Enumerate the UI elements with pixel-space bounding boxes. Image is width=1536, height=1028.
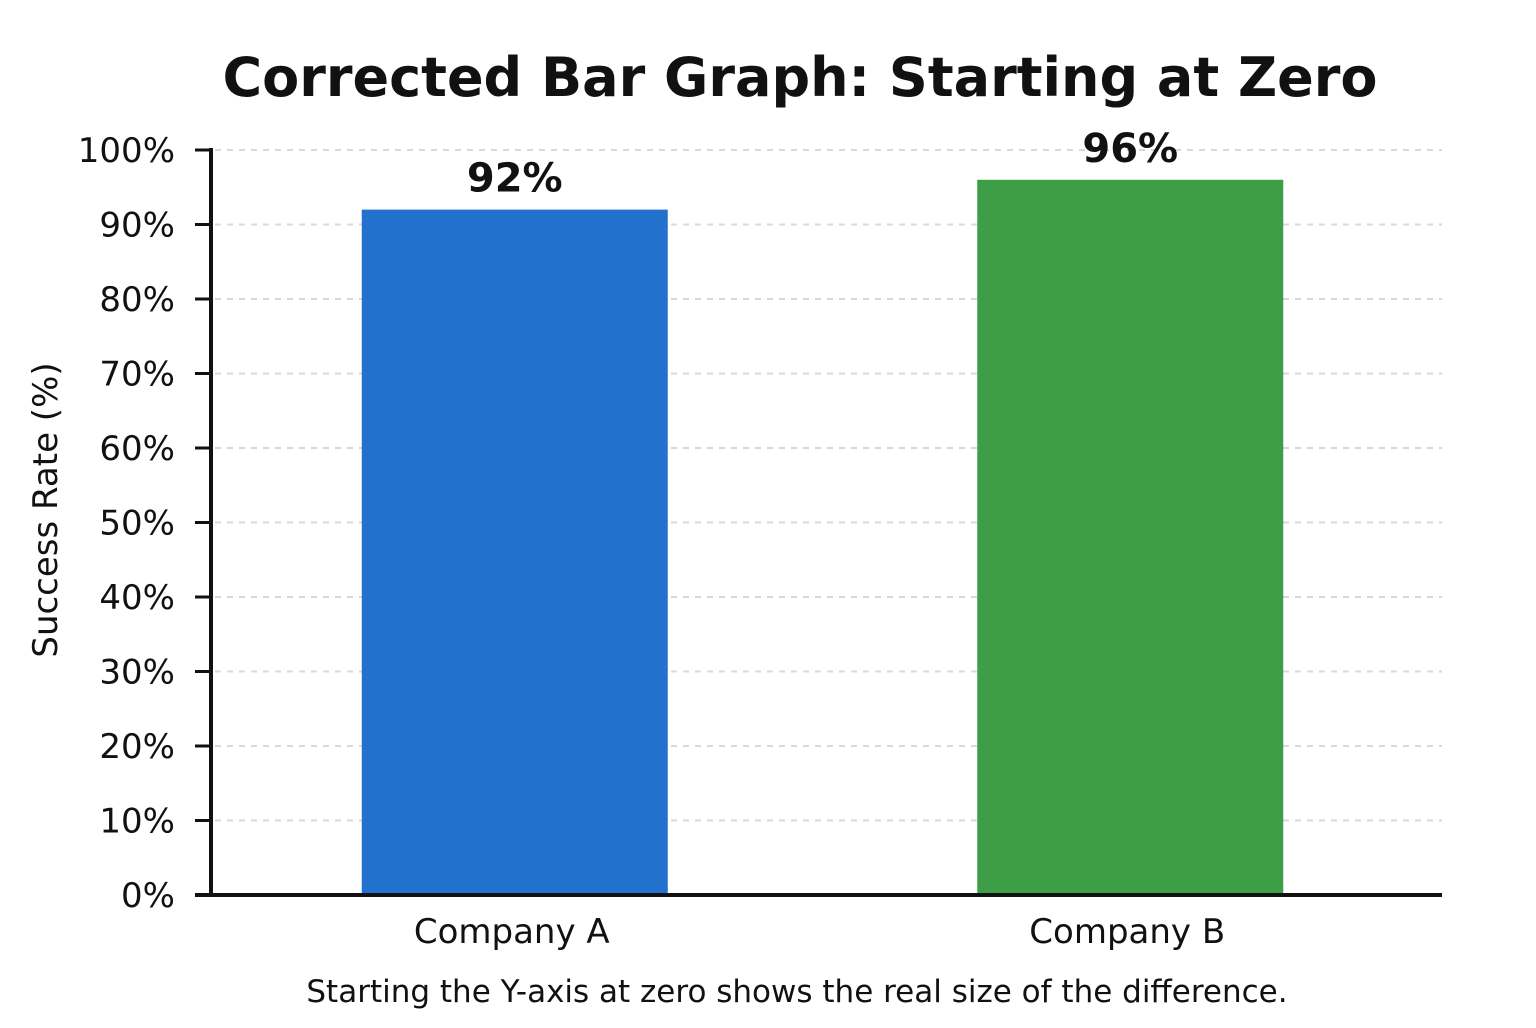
bars <box>361 179 1284 896</box>
y-tick-label: 100% <box>78 131 175 171</box>
y-tick-label: 80% <box>99 280 175 320</box>
y-tick-label: 70% <box>99 355 175 395</box>
chart-caption: Starting the Y-axis at zero shows the re… <box>306 974 1287 1010</box>
y-tick-label: 10% <box>99 802 175 842</box>
y-tick-label: 30% <box>99 653 175 693</box>
bar-company-a <box>361 209 668 896</box>
y-tick-label: 0% <box>121 876 175 916</box>
y-axis-ticks: 0% 10% 20% 30% 40% 50% 60% 70% 80% 90% 100% <box>78 131 211 916</box>
x-category-label: Company B <box>1029 912 1225 952</box>
chart-title: Corrected Bar Graph: Starting at Zero <box>223 46 1378 109</box>
bar-value-label: 96% <box>1082 126 1178 172</box>
x-axis-labels: Company A Company B <box>414 912 1225 952</box>
x-category-label: Company A <box>414 912 610 952</box>
bar-company-b <box>977 179 1284 896</box>
y-tick-label: 20% <box>99 727 175 767</box>
y-tick-label: 60% <box>99 429 175 469</box>
y-tick-label: 50% <box>99 504 175 544</box>
value-labels: 92% 96% <box>467 126 1178 202</box>
y-tick-label: 40% <box>99 578 175 618</box>
bar-value-label: 92% <box>467 156 563 202</box>
y-tick-label: 90% <box>99 206 175 246</box>
y-axis-label: Success Rate (%) <box>26 362 66 657</box>
